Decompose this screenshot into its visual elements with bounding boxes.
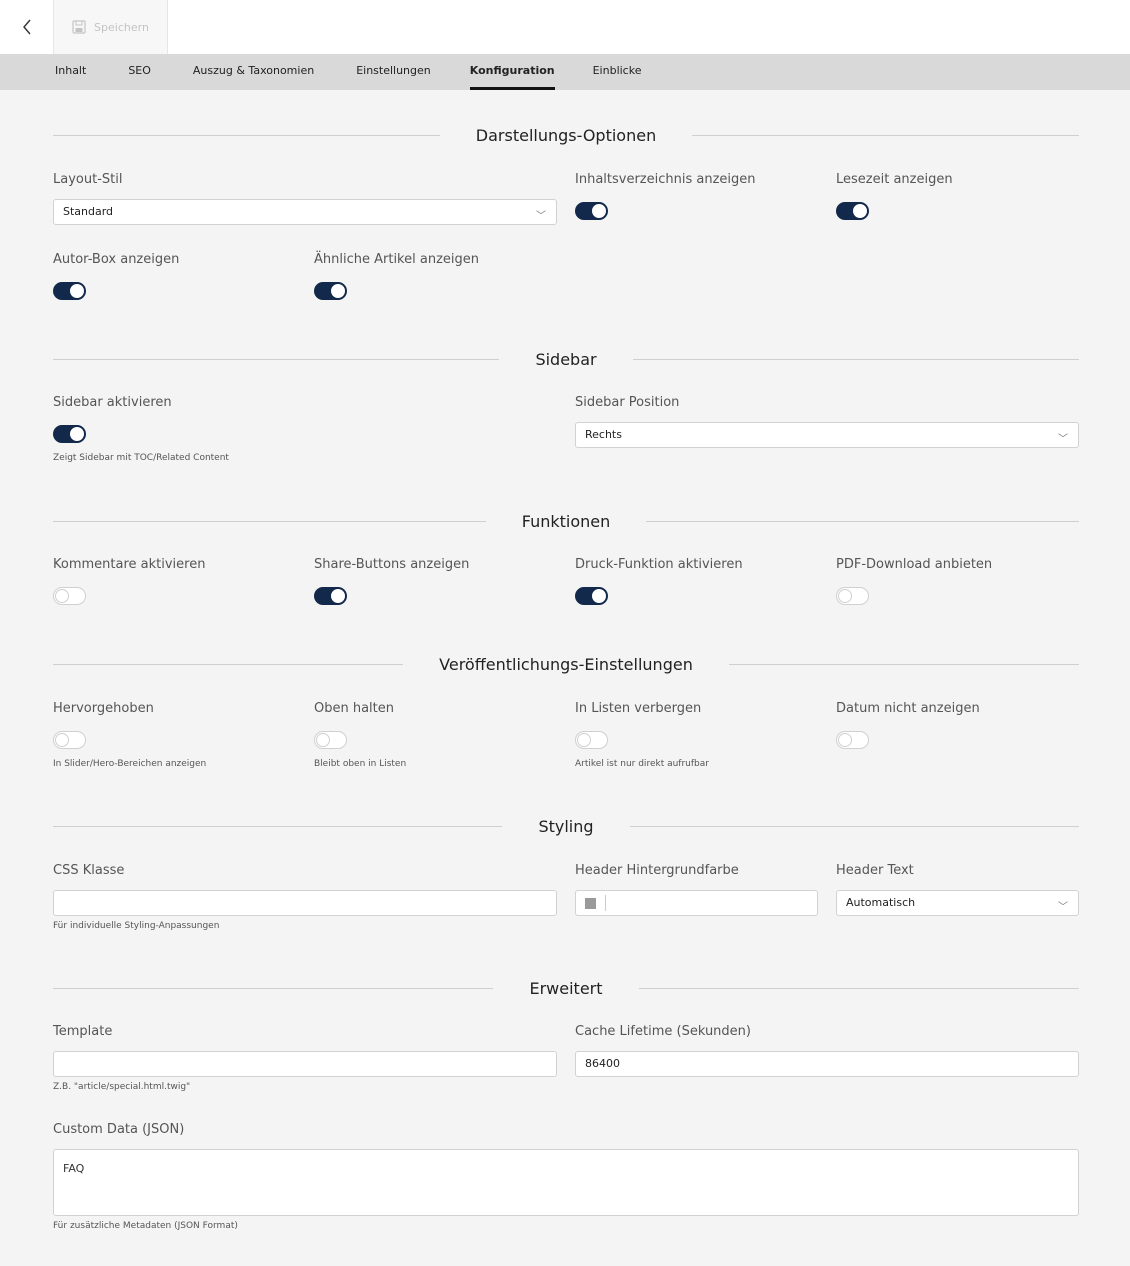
tab-seo[interactable]: SEO [128, 64, 151, 77]
color-swatch[interactable] [585, 898, 596, 909]
sidebar-enable-toggle[interactable] [53, 425, 86, 443]
custom-data-textarea[interactable]: FAQ [53, 1149, 1079, 1216]
sticky-help: Bleibt oben in Listen [314, 759, 407, 769]
template-help: Z.B. "article/special.html.twig" [53, 1082, 191, 1092]
share-toggle[interactable] [314, 587, 347, 605]
back-button[interactable] [0, 0, 53, 54]
section-header-publish: Veröffentlichungs-Einstellungen [53, 652, 1079, 676]
readtime-toggle[interactable] [836, 202, 869, 220]
featured-label: Hervorgehoben [53, 701, 154, 716]
tab-inhalt[interactable]: Inhalt [55, 64, 87, 77]
related-articles-label: Ähnliche Artikel anzeigen [314, 252, 479, 267]
print-toggle[interactable] [575, 587, 608, 605]
section-header-styling: Styling [53, 814, 1079, 838]
chevron-down-icon: ﹀ [1058, 902, 1068, 913]
section-header-advanced: Erweitert [53, 976, 1079, 1000]
related-articles-toggle[interactable] [314, 282, 347, 300]
tab-konfiguration[interactable]: Konfiguration [469, 54, 555, 90]
custom-data-label: Custom Data (JSON) [53, 1122, 185, 1137]
section-title: Styling [538, 816, 594, 836]
toc-label: Inhaltsverzeichnis anzeigen [575, 172, 756, 187]
sticky-toggle[interactable] [314, 731, 347, 749]
header-bg-label: Header Hintergrundfarbe [575, 863, 739, 878]
author-box-label: Autor-Box anzeigen [53, 252, 180, 267]
section-header-display: Darstellungs-Optionen [53, 123, 1080, 147]
hidden-label: In Listen verbergen [575, 701, 702, 716]
toc-toggle[interactable] [575, 202, 608, 220]
select-value: Automatisch [846, 896, 916, 909]
custom-data-help: Für zusätzliche Metadaten (JSON Format) [53, 1221, 238, 1231]
section-title: Funktionen [521, 511, 611, 531]
nodate-label: Datum nicht anzeigen [836, 701, 980, 716]
floppy-disk-icon [72, 20, 86, 34]
sidebar-position-label: Sidebar Position [575, 395, 680, 410]
layout-style-select[interactable]: Standard ﹀ [53, 199, 557, 225]
section-title: Veröffentlichungs-Einstellungen [439, 654, 693, 674]
tab-einblicke[interactable]: Einblicke [592, 64, 642, 77]
tab-bar: Inhalt SEO Auszug & Taxonomien Einstellu… [0, 54, 1130, 90]
cache-lifetime-input[interactable]: 86400 [575, 1051, 1079, 1077]
select-value: Rechts [585, 428, 622, 441]
nodate-toggle[interactable] [836, 731, 869, 749]
css-class-input[interactable] [53, 890, 557, 916]
sidebar-position-select[interactable]: Rechts ﹀ [575, 422, 1079, 448]
css-class-help: Für individuelle Styling-Anpassungen [53, 921, 220, 931]
section-title: Erweitert [529, 978, 603, 998]
hidden-toggle[interactable] [575, 731, 608, 749]
header-bg-color-input[interactable] [575, 890, 818, 916]
section-header-functions: Funktionen [53, 509, 1080, 533]
section-header-sidebar: Sidebar [53, 347, 1080, 371]
print-label: Druck-Funktion aktivieren [575, 557, 743, 572]
pdf-toggle[interactable] [836, 587, 869, 605]
pdf-label: PDF-Download anbieten [836, 557, 993, 572]
template-input[interactable] [53, 1051, 557, 1077]
header-text-label: Header Text [836, 863, 914, 878]
chevron-left-icon [22, 19, 31, 35]
hidden-help: Artikel ist nur direkt aufrufbar [575, 759, 709, 769]
save-label: Speichern [94, 20, 149, 34]
header-text-select[interactable]: Automatisch ﹀ [836, 890, 1079, 916]
chevron-down-icon: ﹀ [536, 211, 546, 222]
comments-toggle[interactable] [53, 587, 86, 605]
save-button[interactable]: Speichern [53, 0, 168, 54]
chevron-down-icon: ﹀ [1058, 434, 1068, 445]
tab-auszug-taxonomien[interactable]: Auszug & Taxonomien [192, 64, 315, 77]
author-box-toggle[interactable] [53, 282, 86, 300]
section-title: Darstellungs-Optionen [475, 125, 657, 145]
sticky-label: Oben halten [314, 701, 395, 716]
featured-help: In Slider/Hero-Bereichen anzeigen [53, 759, 207, 769]
comments-label: Kommentare aktivieren [53, 557, 206, 572]
tab-einstellungen[interactable]: Einstellungen [356, 64, 431, 77]
readtime-label: Lesezeit anzeigen [836, 172, 953, 187]
sidebar-enable-label: Sidebar aktivieren [53, 395, 172, 410]
featured-toggle[interactable] [53, 731, 86, 749]
template-label: Template [53, 1024, 113, 1039]
sidebar-enable-help: Zeigt Sidebar mit TOC/Related Content [53, 453, 229, 463]
section-title: Sidebar [535, 349, 597, 369]
select-value: Standard [63, 205, 114, 218]
share-label: Share-Buttons anzeigen [314, 557, 470, 572]
layout-style-label: Layout-Stil [53, 172, 123, 187]
css-class-label: CSS Klasse [53, 863, 125, 878]
top-toolbar: Speichern [0, 0, 1130, 54]
cache-lifetime-label: Cache Lifetime (Sekunden) [575, 1024, 751, 1039]
